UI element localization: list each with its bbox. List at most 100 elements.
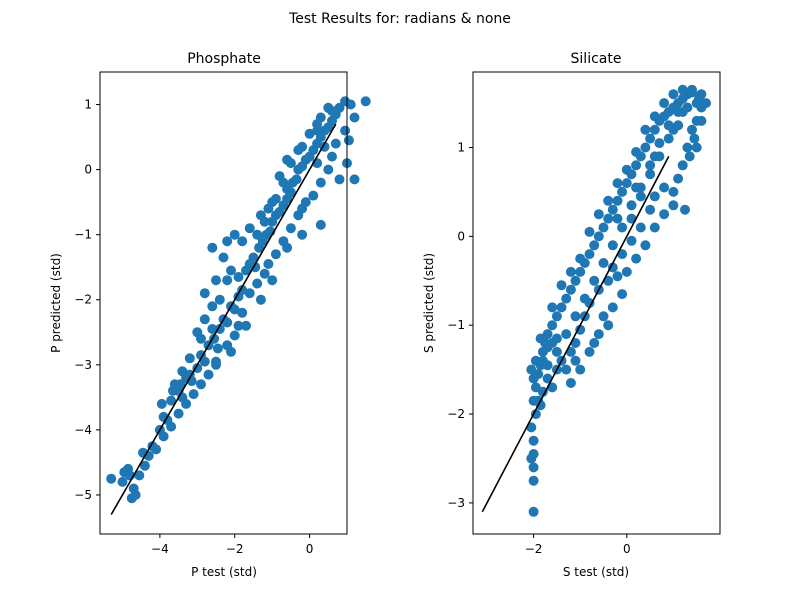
scatter-point	[330, 138, 341, 149]
scatter-point	[561, 293, 572, 304]
subplot-phosphate: Phosphate −4 −2 0 −5 −4 −3 −2 −1 0 1 P test (std…	[49, 51, 371, 579]
scatter-point	[203, 369, 214, 380]
scatter-point	[575, 266, 586, 277]
scatter-point	[117, 476, 128, 487]
scatter-point	[222, 236, 233, 247]
scatter-point	[589, 240, 600, 251]
scatter-point	[267, 275, 278, 286]
scatter-point	[255, 294, 266, 305]
x-tick-label: −4	[151, 542, 169, 556]
scatter-point	[701, 98, 711, 109]
y-tick-label: −5	[74, 488, 92, 502]
y-tick-label: 1	[84, 98, 92, 112]
scatter-point	[535, 333, 546, 344]
y-tick-label: −1	[447, 318, 465, 332]
scatter-point	[207, 324, 218, 334]
scatter-point	[244, 288, 255, 299]
scatter-point	[617, 186, 628, 197]
scatter-point	[537, 355, 548, 366]
scatter-point	[668, 200, 679, 211]
scatter-point	[528, 373, 539, 384]
scatter-point	[184, 353, 195, 364]
scatter-point	[598, 258, 609, 268]
scatter-point	[579, 293, 590, 304]
scatter-point	[285, 223, 296, 234]
scatter-point	[315, 219, 326, 230]
scatter-point	[691, 142, 702, 153]
scatter-point	[645, 133, 656, 144]
scatter-point	[691, 98, 702, 109]
scatter-point	[222, 317, 233, 328]
scatter-point	[570, 355, 581, 366]
scatter-point	[621, 178, 632, 189]
scatter-point	[282, 242, 293, 253]
scatter-point	[617, 222, 628, 233]
scatter-point	[617, 289, 628, 300]
subplot-title: Phosphate	[187, 51, 261, 67]
scatter-point	[229, 304, 240, 315]
scatter-point	[696, 89, 707, 100]
scatter-point	[166, 395, 177, 406]
scatter-point	[237, 236, 248, 247]
scatter-point	[626, 235, 637, 246]
scatter-point	[631, 160, 642, 171]
scatter-point	[603, 195, 614, 206]
scatter-point	[229, 330, 240, 341]
scatter-point	[561, 329, 572, 340]
scatter-point	[626, 200, 637, 211]
scatter-point	[327, 151, 337, 162]
scatter-point	[687, 84, 697, 95]
scatter-point	[556, 302, 567, 313]
y-tick-label: −3	[447, 496, 465, 510]
y-tick-label: −3	[74, 358, 92, 372]
scatter-point	[575, 324, 586, 335]
scatter-point	[584, 249, 595, 260]
scatter-point	[130, 490, 141, 500]
scatter-point	[312, 125, 323, 136]
scatter-point	[106, 473, 117, 484]
scatter-point	[530, 409, 541, 420]
scatter-point	[631, 182, 642, 193]
scatter-point	[166, 421, 177, 432]
scatter-point	[360, 96, 371, 107]
x-axis-label: S test (std)	[563, 565, 629, 579]
scatter-point	[598, 311, 609, 322]
scatter-point	[535, 400, 546, 411]
scatter-point	[684, 151, 695, 162]
scatter-point	[575, 364, 586, 375]
scatter-point	[663, 133, 674, 144]
scatter-point	[212, 343, 223, 354]
scatter-point	[218, 252, 229, 263]
scatter-point	[589, 338, 600, 348]
y-tick-label: −2	[74, 293, 92, 307]
scatter-point	[645, 204, 656, 215]
scatter-point	[244, 223, 255, 234]
scatter-point	[565, 284, 576, 295]
plot-frame	[99, 71, 348, 535]
scatter-point	[323, 164, 334, 175]
scatter-point	[673, 173, 684, 184]
scatter-point	[282, 154, 293, 165]
scatter-point	[173, 408, 184, 419]
scatter-point	[589, 275, 600, 286]
subplot-title: Silicate	[571, 51, 622, 67]
scatter-point	[259, 268, 270, 279]
scatter-point	[156, 398, 167, 409]
scatter-point	[528, 462, 539, 473]
scatter-point	[537, 386, 548, 397]
scatter-point	[570, 311, 581, 322]
scatter-point	[547, 302, 558, 313]
scatter-point	[607, 302, 618, 313]
x-tick-label: 0	[623, 542, 631, 556]
y-tick-label: −4	[74, 423, 92, 437]
scatter-point	[151, 444, 162, 455]
scatter-point	[687, 124, 697, 135]
scatter-point	[654, 138, 665, 149]
scatter-point	[237, 307, 248, 318]
scatter-point	[343, 135, 354, 146]
y-tick-label: −1	[74, 228, 92, 242]
x-tick-label: −2	[525, 542, 543, 556]
scatter-point	[673, 107, 684, 117]
scatter-point	[635, 191, 646, 202]
scatter-point	[196, 333, 206, 344]
